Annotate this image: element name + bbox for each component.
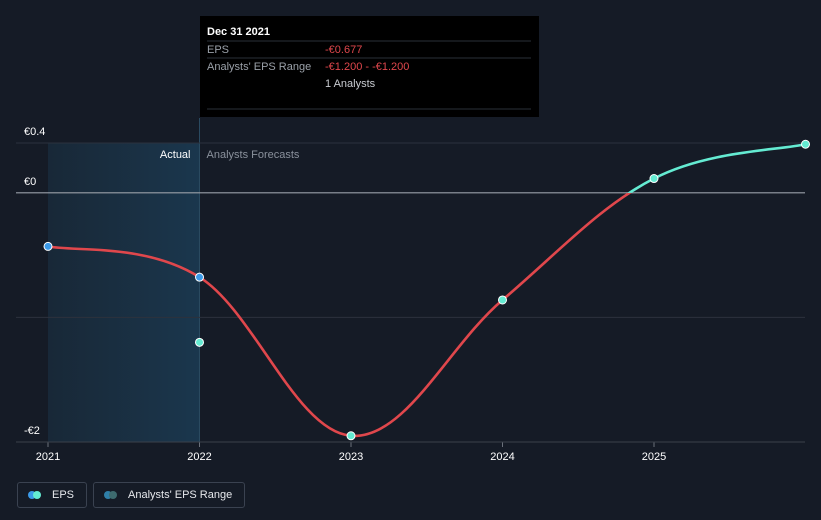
eps-range-point (195, 337, 204, 347)
legend-eps[interactable]: EPS (17, 482, 88, 508)
eps-point (346, 431, 356, 441)
legend: EPS Analysts' EPS Range (17, 482, 246, 508)
x-tick-label: 2021 (36, 451, 60, 463)
x-tick-label: 2023 (339, 451, 363, 463)
y-axis-tick-labels: €0.4 €0 -€2 (24, 126, 45, 437)
tooltip-date: Dec 31 2021 (207, 26, 270, 38)
eps-point (43, 241, 53, 251)
tooltip-row-label: EPS (207, 44, 229, 56)
tooltip-row-value: -€0.677 (325, 44, 362, 56)
legend-analysts-eps-range[interactable]: Analysts' EPS Range (93, 482, 246, 508)
eps-point (498, 295, 507, 305)
eps-range-legend-icon (104, 491, 120, 499)
x-tick-label: 2022 (187, 451, 211, 463)
x-axis-tick-labels: 2021 2022 2023 2024 2025 (16, 441, 805, 463)
x-tick-label: 2024 (490, 451, 514, 463)
eps-markers (43, 139, 810, 441)
tooltip-rows: EPS -€0.677 Analysts' EPS Range -€1.200 - -… (207, 40, 531, 110)
tooltip-background (200, 16, 539, 117)
y-tick-label: -€2 (24, 425, 40, 437)
y-tick-label: €0 (24, 176, 36, 188)
actual-label: Actual (160, 149, 191, 161)
tooltip-row-label: Analysts' EPS Range (207, 61, 311, 73)
tooltip-row-value: 1 Analysts (325, 78, 376, 90)
actual-region-shade (48, 143, 200, 442)
eps-point (801, 139, 810, 149)
eps-point (649, 174, 659, 184)
eps-legend-icon (28, 491, 44, 499)
legend-range-label: Analysts' EPS Range (128, 489, 233, 501)
tooltip: Dec 31 2021 EPS -€0.677 Analysts' EPS Rang… (200, 16, 539, 117)
x-tick-label: 2025 (642, 451, 666, 463)
legend-eps-label: EPS (52, 489, 75, 501)
eps-point (195, 272, 204, 282)
y-tick-label: €0.4 (24, 126, 45, 138)
analysts-forecasts-label: Analysts Forecasts (207, 149, 300, 161)
tooltip-row-value: -€1.200 - -€1.200 (325, 61, 409, 73)
